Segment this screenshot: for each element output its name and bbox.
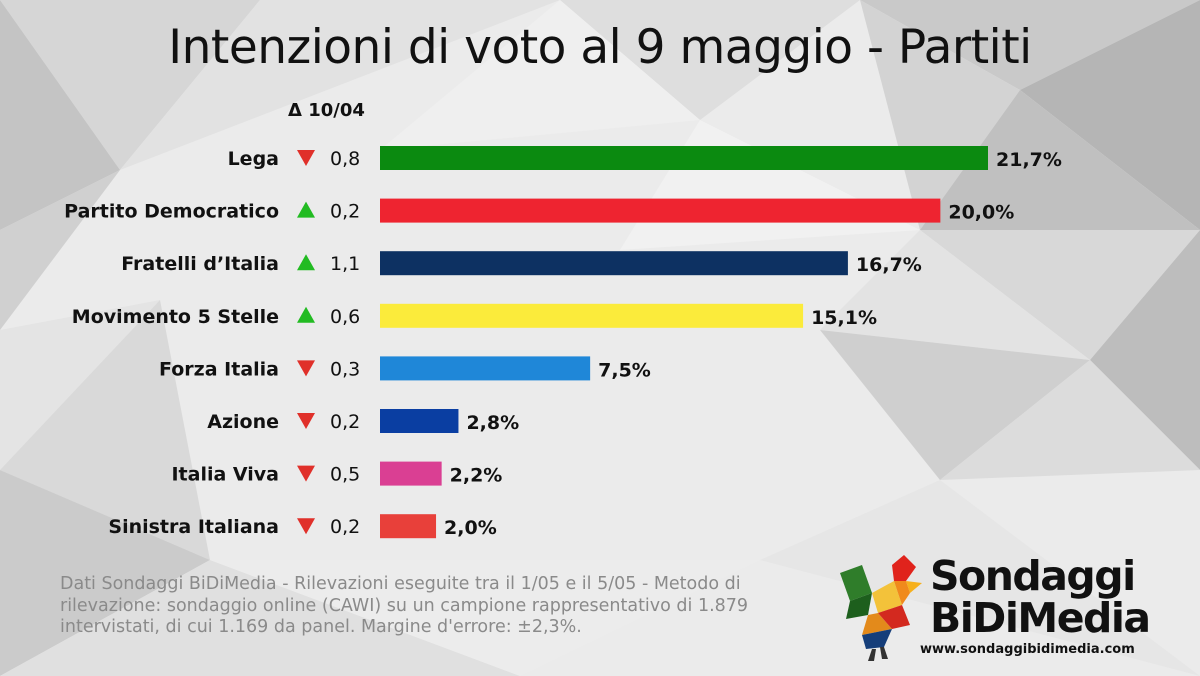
bar <box>380 146 988 170</box>
bar-value-label: 16,7% <box>856 254 922 276</box>
bar <box>380 409 459 433</box>
delta-down-icon <box>297 518 315 535</box>
bar-value-label: 7,5% <box>598 359 651 381</box>
delta-value: 0,3 <box>330 358 360 380</box>
bar-value-label: 2,2% <box>450 465 503 487</box>
bar-value-label: 21,7% <box>996 149 1062 171</box>
logo-url: www.sondaggibidimedia.com <box>920 642 1135 657</box>
bar <box>380 251 848 276</box>
delta-down-icon <box>297 150 315 166</box>
category-label: Movimento 5 Stelle <box>72 306 279 328</box>
category-label: Fratelli d’Italia <box>121 253 279 275</box>
delta-value: 0,2 <box>330 411 360 433</box>
brand-logo: Sondaggi BiDiMedia www.sondaggibidimedia… <box>832 553 1162 663</box>
logo-wordmark: Sondaggi BiDiMedia <box>930 552 1151 642</box>
methodology-footnote: Dati Sondaggi BiDiMedia - Rilevazioni es… <box>60 574 749 637</box>
bar-value-label: 15,1% <box>811 307 877 329</box>
bar <box>380 461 442 486</box>
delta-down-icon <box>297 413 315 429</box>
logo-line-2: BiDiMedia <box>930 594 1151 642</box>
bar-value-label: 2,8% <box>466 412 519 434</box>
delta-down-icon <box>297 465 315 482</box>
logo-line-1: Sondaggi <box>930 552 1136 600</box>
bar-value-label: 20,0% <box>948 202 1014 224</box>
category-label: Italia Viva <box>171 464 279 486</box>
bar-value-label: 2,0% <box>444 517 497 539</box>
delta-value: 0,2 <box>330 516 360 538</box>
bar <box>380 198 941 223</box>
delta-column-header: Δ 10/04 <box>288 100 365 121</box>
category-label: Forza Italia <box>159 358 279 380</box>
delta-value: 0,6 <box>330 306 360 328</box>
delta-up-icon <box>297 306 315 323</box>
delta-up-icon <box>297 254 315 271</box>
category-label: Lega <box>228 148 279 170</box>
delta-up-icon <box>297 201 315 218</box>
category-label: Partito Democratico <box>64 201 279 223</box>
category-label: Azione <box>207 411 279 433</box>
chart-title: Intenzioni di voto al 9 maggio - Partiti <box>168 20 1032 75</box>
bar <box>380 356 591 381</box>
delta-value: 0,8 <box>330 148 360 170</box>
category-label: Sinistra Italiana <box>108 516 279 538</box>
delta-value: 0,5 <box>330 464 360 486</box>
delta-value: 1,1 <box>330 253 360 275</box>
bar <box>380 514 437 539</box>
delta-down-icon <box>297 360 315 377</box>
bar <box>380 303 804 328</box>
delta-value: 0,2 <box>330 201 360 223</box>
rooster-logo-icon <box>840 555 922 661</box>
